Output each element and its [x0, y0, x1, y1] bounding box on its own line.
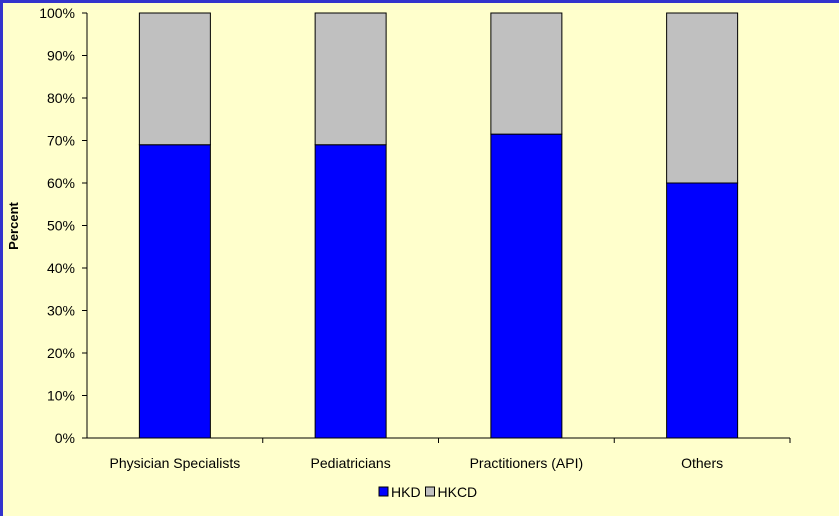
- bars: [138, 12, 739, 439]
- bar-segment-hkcd: [490, 12, 563, 135]
- bar-segment-hkd: [490, 133, 563, 439]
- legend-swatch-hkd: [378, 486, 389, 497]
- x-tick-label: Pediatricians: [311, 455, 391, 471]
- legend: HKD HKCD: [378, 484, 478, 500]
- left-border-bar: [0, 0, 3, 516]
- y-tick-label: 30%: [47, 303, 75, 319]
- y-tick-label: 10%: [47, 388, 75, 404]
- bar-segment-hkcd: [138, 12, 211, 146]
- y-axis-ticks: 0% 10% 20% 30% 40% 50% 60% 70% 80% 90% 100%: [39, 5, 87, 446]
- x-axis-tick-labels: Physician Specialists Pediatricians Practi…: [110, 438, 791, 471]
- legend-label-hkcd: HKCD: [438, 484, 478, 500]
- x-tick-label: Physician Specialists: [110, 455, 241, 471]
- bar-segment-hkd: [138, 144, 211, 439]
- x-tick-label: Others: [681, 455, 723, 471]
- bar-segment-hkd: [666, 182, 739, 439]
- y-tick-label: 70%: [47, 133, 75, 149]
- legend-label-hkd: HKD: [391, 484, 421, 500]
- legend-swatch-hkcd: [425, 486, 435, 497]
- bar-segment-hkcd: [314, 12, 387, 146]
- y-tick-label: 90%: [47, 48, 75, 64]
- y-tick-label: 20%: [47, 345, 75, 361]
- y-axis-label: Percent: [6, 201, 21, 249]
- top-border-bar: [0, 0, 839, 3]
- bar-segment-hkd: [314, 144, 387, 439]
- y-tick-label: 50%: [47, 218, 75, 234]
- x-tick-label: Practitioners (API): [470, 455, 584, 471]
- bar-segment-hkcd: [666, 12, 739, 184]
- y-tick-label: 60%: [47, 175, 75, 191]
- y-tick-label: 100%: [39, 5, 75, 21]
- y-tick-label: 80%: [47, 90, 75, 106]
- y-tick-label: 0%: [55, 430, 75, 446]
- y-tick-label: 40%: [47, 260, 75, 276]
